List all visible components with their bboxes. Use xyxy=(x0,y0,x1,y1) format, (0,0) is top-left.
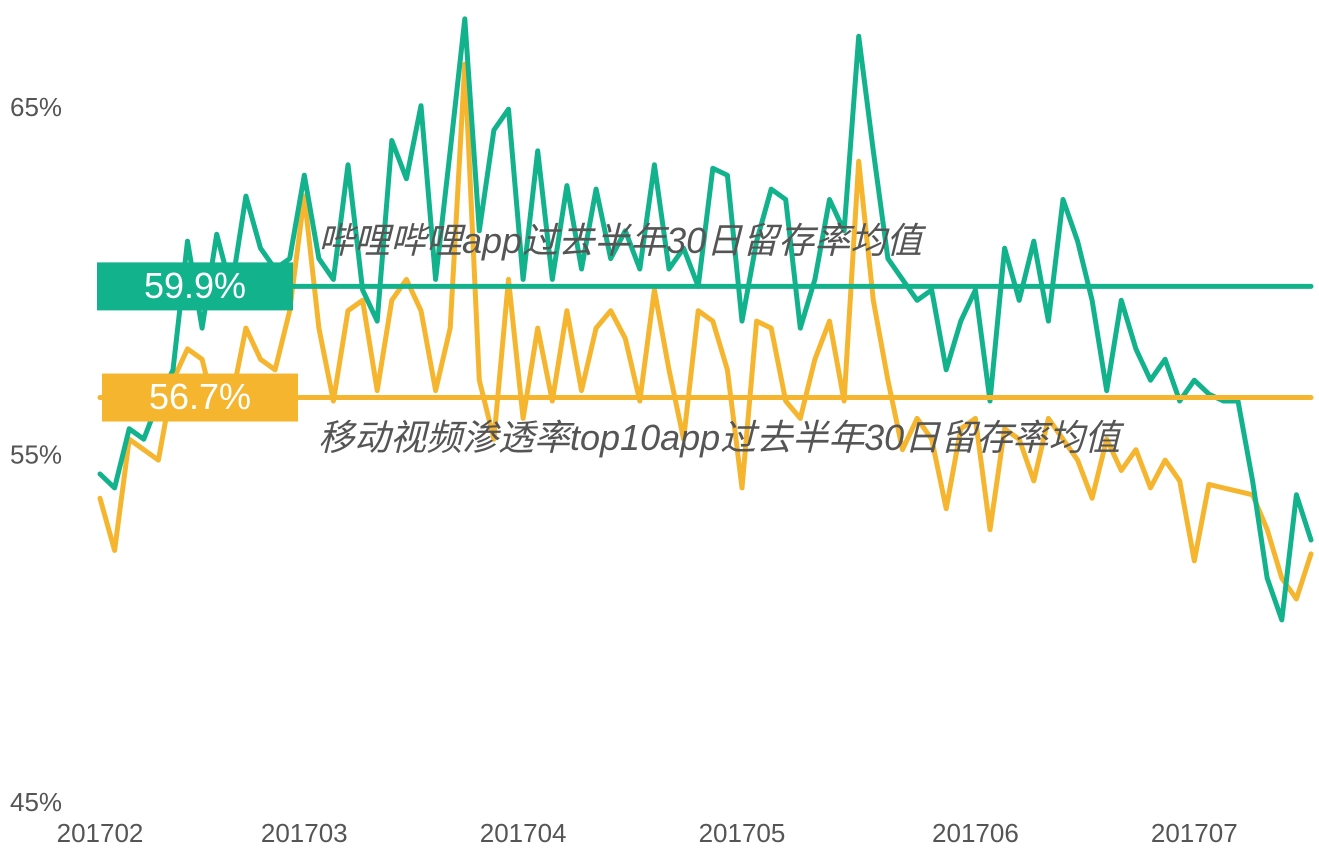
reference-label: 59.9% xyxy=(144,265,246,306)
reference-label-box xyxy=(102,373,298,422)
y-tick-label: 65% xyxy=(10,92,62,122)
reference-label-box xyxy=(97,262,293,311)
series-line xyxy=(97,16,1314,623)
annotation: 移动视频渗透率top10app过去半年30日留存率均值 xyxy=(318,417,1125,458)
y-tick-label: 45% xyxy=(10,787,62,817)
series-line xyxy=(97,61,1314,602)
x-tick-label: 201704 xyxy=(480,818,567,848)
x-tick-label: 201703 xyxy=(261,818,348,848)
annotation: 哔哩哔哩app过去半年30日留存率均值 xyxy=(318,220,927,261)
x-tick-label: 201707 xyxy=(1151,818,1238,848)
x-tick-label: 201706 xyxy=(932,818,1019,848)
x-tick-label: 201702 xyxy=(57,818,144,848)
reference-label: 56.7% xyxy=(149,376,251,417)
x-tick-label: 201705 xyxy=(699,818,786,848)
y-tick-label: 55% xyxy=(10,439,62,469)
